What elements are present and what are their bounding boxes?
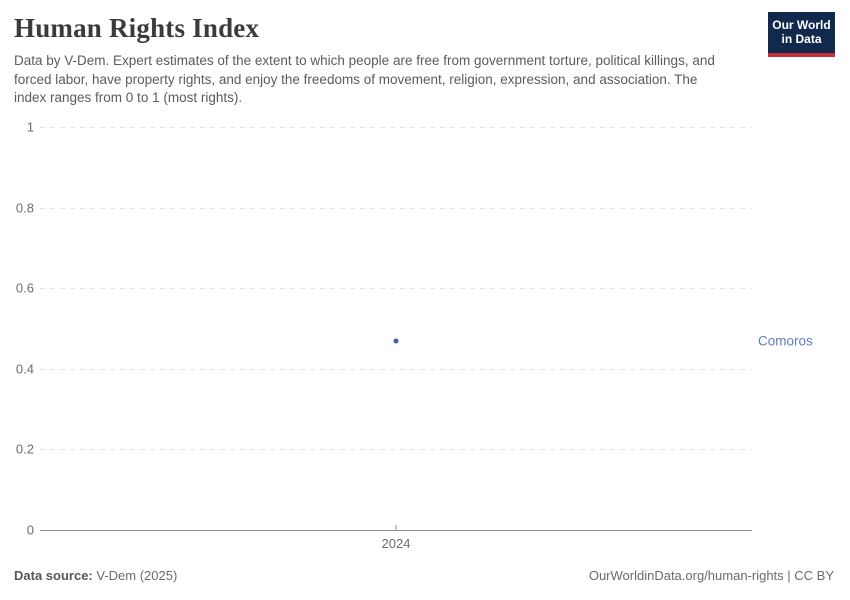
y-axis-tick-label: 0: [26, 522, 34, 538]
gridline: [40, 207, 752, 209]
y-axis-tick-label: 0.8: [15, 200, 34, 216]
chart-subtitle: Data by V-Dem. Expert estimates of the e…: [14, 53, 715, 105]
owid-logo-line1: Our World: [772, 18, 831, 32]
credit-link[interactable]: OurWorldinData.org/human-rights | CC BY: [588, 568, 834, 583]
data-point[interactable]: [393, 338, 399, 344]
y-axis-tick-label: 0.2: [15, 441, 34, 457]
owid-logo-box: Our World in Data: [768, 12, 835, 53]
plot-area: 0 0.2 0.4 0.6 0.8 1 2024 Comoros: [16, 120, 813, 552]
y-axis-tick-label: 1: [26, 119, 34, 135]
chart-title: Human Rights Index: [14, 13, 260, 43]
owid-logo[interactable]: Our World in Data: [768, 12, 835, 57]
gridline: [40, 127, 752, 128]
owid-logo-red-strip: [768, 53, 835, 57]
y-axis-tick-label: 0.6: [15, 280, 34, 296]
data-source-line: Data source: V-Dem (2025): [14, 568, 177, 583]
data-source-value[interactable]: V-Dem (2025): [96, 568, 178, 583]
gridline: [40, 288, 752, 290]
owid-logo-line2: in Data: [781, 32, 822, 46]
x-axis-tick-mark: [395, 525, 397, 530]
gridline: [40, 449, 752, 451]
gridline: [40, 368, 752, 370]
data-source-label: Data source:: [14, 568, 93, 583]
x-axis-tick-label: 2024: [381, 536, 411, 551]
entity-label[interactable]: Comoros: [758, 333, 813, 349]
x-axis-line: [40, 530, 752, 531]
chart-footer: Data source: V-Dem (2025) OurWorldinData…: [14, 568, 834, 583]
y-axis-tick-label: 0.4: [15, 361, 34, 377]
